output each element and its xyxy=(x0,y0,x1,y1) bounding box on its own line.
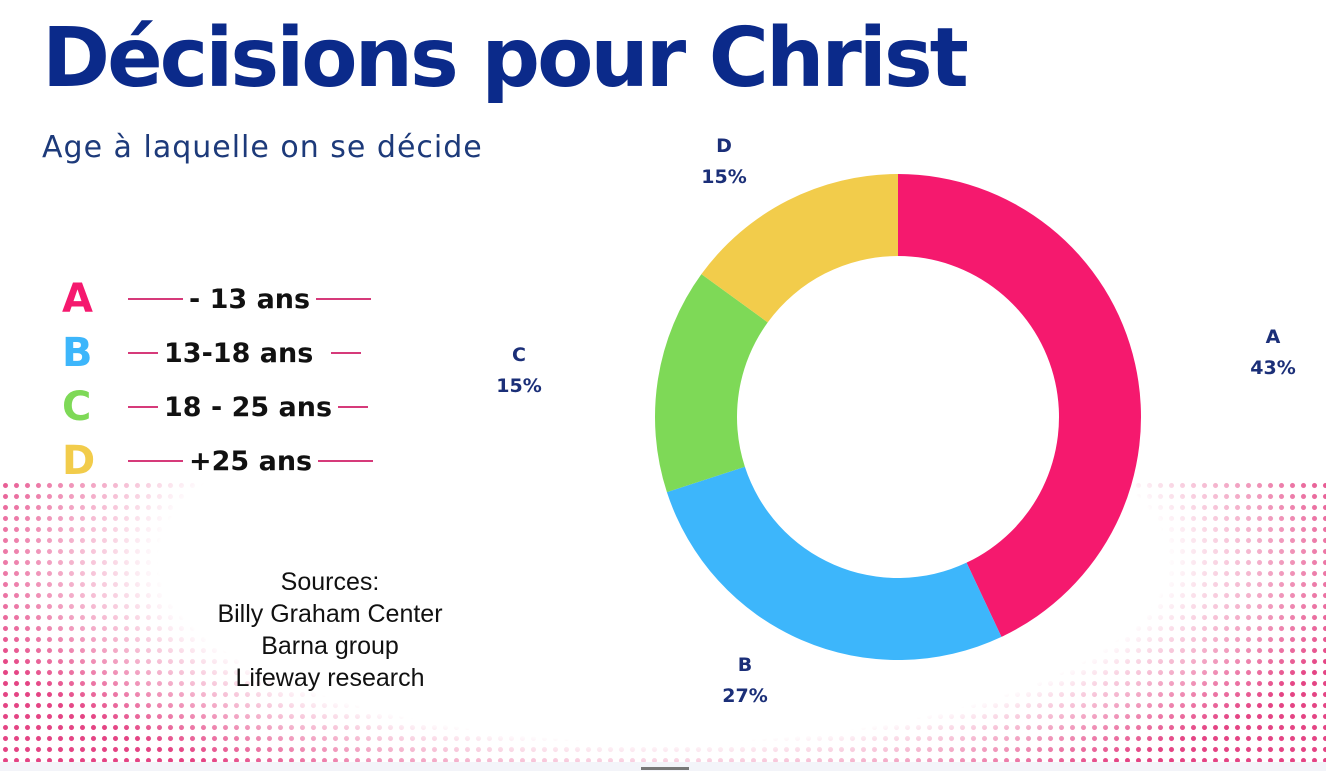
subtitle: Age à laquelle on se décide xyxy=(42,130,483,165)
divider xyxy=(128,352,158,354)
divider xyxy=(316,298,372,300)
legend-text: +25 ans xyxy=(189,445,313,477)
bottom-bar xyxy=(0,762,1326,771)
legend: A - 13 ans B 13-18 ans C 18 - 25 ans D +… xyxy=(62,272,379,488)
category-label: B xyxy=(737,654,753,676)
legend-text: - 13 ans xyxy=(189,283,311,315)
divider xyxy=(331,352,362,354)
legend-item-a: A - 13 ans xyxy=(62,272,379,326)
page-title: Décisions pour Christ xyxy=(42,11,969,106)
category-label: C xyxy=(512,344,526,366)
donut-slice-b xyxy=(666,466,1002,660)
sources-heading: Sources: xyxy=(280,568,380,596)
data-label: 27% xyxy=(722,685,768,707)
legend-text: 18 - 25 ans xyxy=(164,391,333,423)
sources: Sources: Billy Graham Center Barna group… xyxy=(170,566,490,694)
slice-label-d: D 15% xyxy=(684,131,764,193)
category-label: A xyxy=(1265,326,1281,348)
data-label: 43% xyxy=(1250,357,1296,379)
legend-letter: C xyxy=(62,384,92,430)
category-label: D xyxy=(716,135,732,157)
legend-letter: B xyxy=(62,330,93,376)
source-item: Barna group xyxy=(261,632,399,660)
legend-letter: D xyxy=(62,438,96,484)
donut-slice-d xyxy=(701,174,898,323)
divider xyxy=(128,406,158,408)
legend-item-b: B 13-18 ans xyxy=(62,326,379,380)
source-item: Lifeway research xyxy=(235,664,425,692)
divider xyxy=(128,298,183,300)
legend-text: 13-18 ans xyxy=(164,337,314,369)
divider xyxy=(338,406,369,408)
divider xyxy=(128,460,183,462)
legend-item-c: C 18 - 25 ans xyxy=(62,380,379,434)
slice-label-c: C 15% xyxy=(479,340,559,402)
legend-letter: A xyxy=(62,276,93,322)
legend-item-d: D +25 ans xyxy=(62,434,379,488)
data-label: 15% xyxy=(701,166,747,188)
donut-slice-c xyxy=(654,274,768,493)
donut-slice-a xyxy=(898,174,1141,637)
slice-label-b: B 27% xyxy=(705,650,785,712)
source-item: Billy Graham Center xyxy=(217,600,443,628)
divider xyxy=(318,460,374,462)
data-label: 15% xyxy=(496,375,542,397)
scroll-handle[interactable] xyxy=(641,767,689,770)
slice-label-a: A 43% xyxy=(1233,322,1313,384)
